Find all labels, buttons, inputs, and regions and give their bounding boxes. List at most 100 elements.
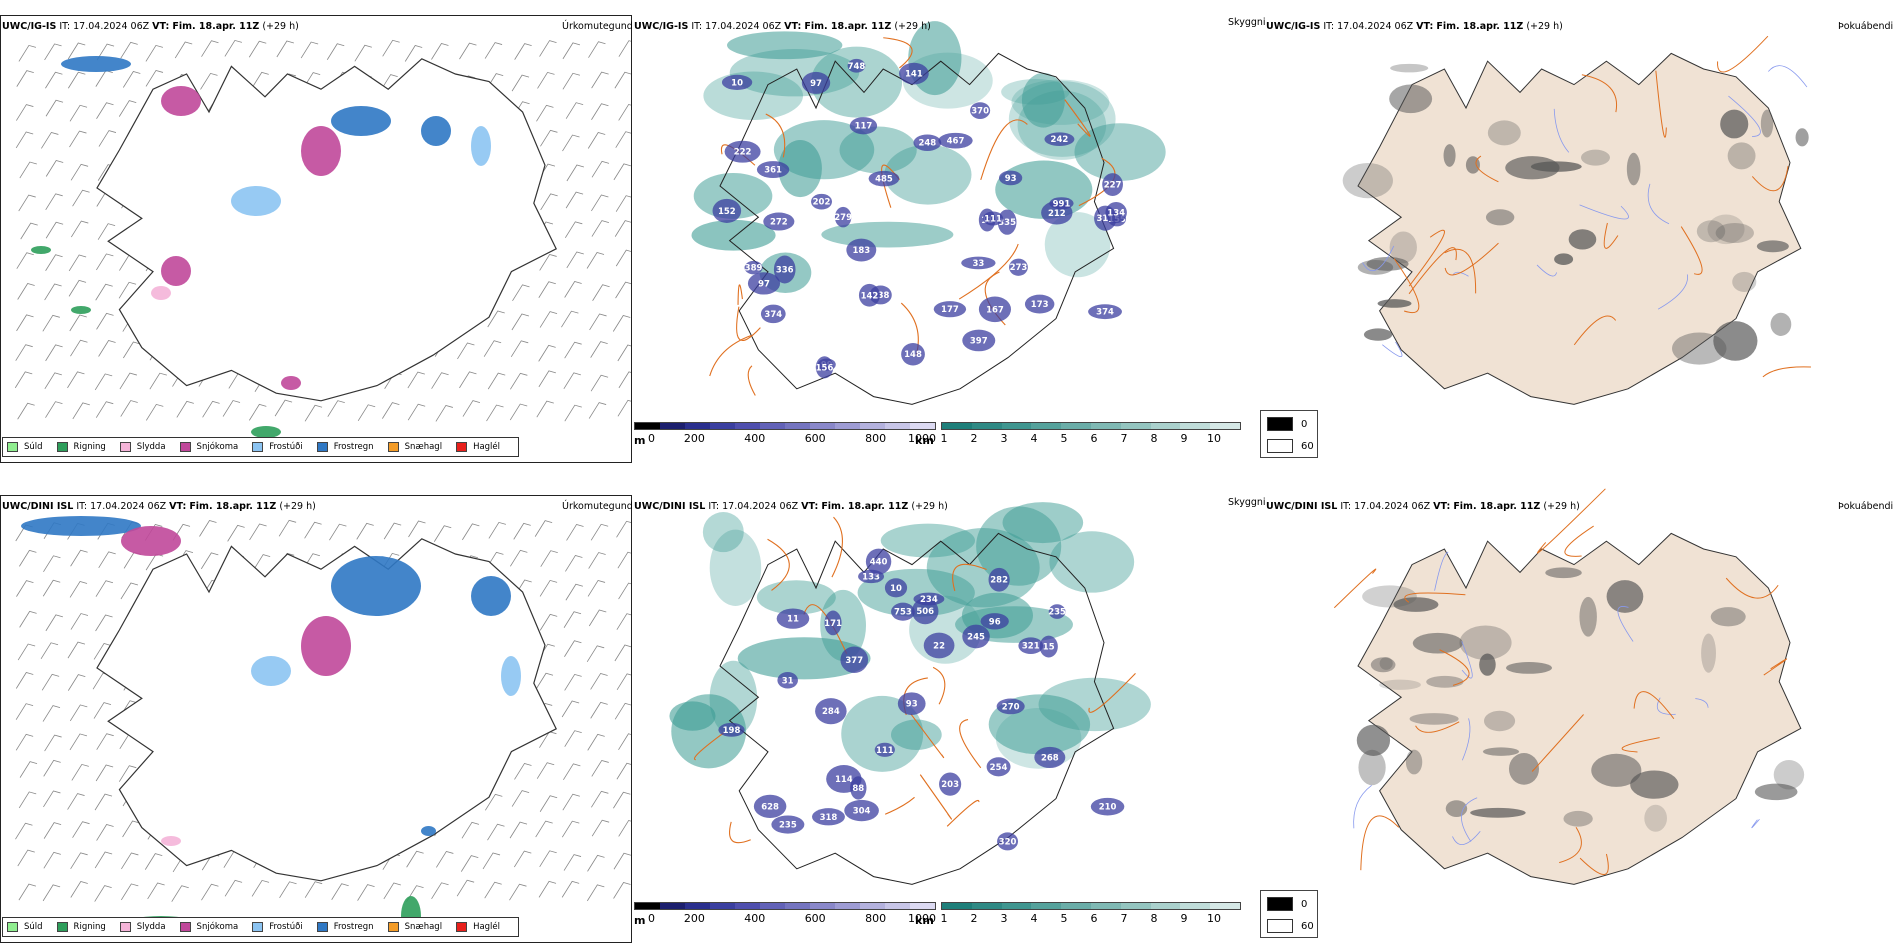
wind-barb [120,400,138,417]
cloud-base-patch [812,808,845,826]
road [747,365,756,396]
land [1357,52,1802,405]
wind-barb [67,793,85,810]
cloud-base-patch [847,58,866,73]
wind-barb [70,163,89,181]
fog-shade [1696,220,1726,243]
legend-swatch [7,922,18,932]
fog-legend-swatch [1267,417,1293,431]
wind-barb [15,344,33,361]
wind-barb [326,43,345,60]
visibility-colors [941,902,1241,910]
wind-barb [20,222,38,240]
legend-swatch [252,442,264,452]
colorbar-tick: 200 [683,912,705,925]
it-value: 17.04.2024 06Z [1337,21,1414,32]
wind-barb [96,102,114,119]
wind-barb [614,71,631,89]
precip-legend: Súld Rigning Slydda Snjókoma Frostúði Frostre… [2,917,520,937]
wind-barb [590,523,609,541]
legend-swatch [179,442,191,452]
river [1461,718,1471,761]
fog-shade [1732,271,1757,292]
wind-barb [18,44,37,62]
wind-barb [16,580,34,597]
wind-barb [95,283,113,301]
fog-indicator-panel: UWC/DINI ISL IT: 17.04.2024 06Z VT: Fim.… [1260,480,1900,950]
wind-barb [564,640,582,657]
model-name: UWC/DINI ISL [634,501,706,512]
road [919,774,952,820]
wind-barb [251,71,269,89]
cloud-base-patch [998,170,1023,186]
colorbar-segment [635,423,660,429]
wind-barb [93,702,112,719]
wind-barb [224,879,243,897]
colorbar-tick: 5 [1060,912,1068,925]
wind-barb [120,41,138,59]
cloud-base-patch [815,356,834,379]
road [694,732,725,761]
road [1559,826,1582,864]
wind-barb [96,733,114,750]
cloud-base-colorbar: 0 200 400 600 800 1000 m [634,422,936,456]
precip-area-rigning [251,426,281,438]
fog-legend-row: 60 [1267,439,1314,453]
wind-barb [456,879,475,897]
wind-barb [511,790,530,807]
wind-barb [615,281,631,299]
precip-area-frostúði [501,656,521,696]
fog-legend: 0 60 [1260,410,1318,458]
road [729,821,751,844]
precip-title: Úrkomutegund [562,501,633,512]
legend-item: Snjókoma [179,442,238,452]
wind-barb [16,104,34,121]
legend-label: Súld [24,922,43,932]
colorbar-segment [1031,903,1062,909]
cloud-base-patch [897,692,926,716]
colorbar-segment [910,423,935,429]
wind-barb [483,340,502,357]
road [736,306,761,341]
fog-shade [1405,749,1423,775]
wind-barb [72,402,90,420]
cloud-base-patch [988,567,1010,592]
wind-barb [509,883,527,901]
wind-barb [591,160,610,178]
wind-barb [72,821,90,838]
cloud-base-patch [923,632,955,659]
cloud-base-label: 222 [734,148,752,158]
it-label: IT: [76,501,88,512]
cloud-base-label: 183 [852,246,870,256]
road [1763,658,1788,676]
cloud-base-patch [1009,258,1028,276]
cloud-base-label: 467 [947,137,965,147]
fog-shade [1710,607,1746,627]
panel-header: UWC/DINI ISL IT: 17.04.2024 06Z VT: Fim.… [1266,501,1580,512]
visibility-area [1074,123,1166,181]
wind-barb [304,521,322,539]
wind-barb [408,520,426,538]
wind-barb [614,644,631,662]
wind-barb [118,100,137,117]
cloud-base-colors [634,422,936,430]
wind-barb [96,43,115,61]
cloud-base-label: 370 [971,107,989,117]
road [765,113,786,158]
colorbar-segment [810,903,835,909]
wind-barb [618,104,631,121]
wind-barb [43,790,61,808]
cloud-base-patch [1048,604,1066,619]
precip-area-frostregn [421,116,451,146]
cloud-title: Skyggni [1228,17,1266,28]
legend-label: Snæhagl [404,442,443,452]
wind-barb [69,704,88,722]
wind-barb [509,821,528,839]
colorbar-segment [860,423,885,429]
road [946,800,980,827]
fog-shade [1443,144,1456,167]
fog-legend-swatch [1267,919,1293,933]
wind-barb [535,820,553,838]
wind-barb [15,822,33,840]
cloud-base-patch [850,776,867,800]
